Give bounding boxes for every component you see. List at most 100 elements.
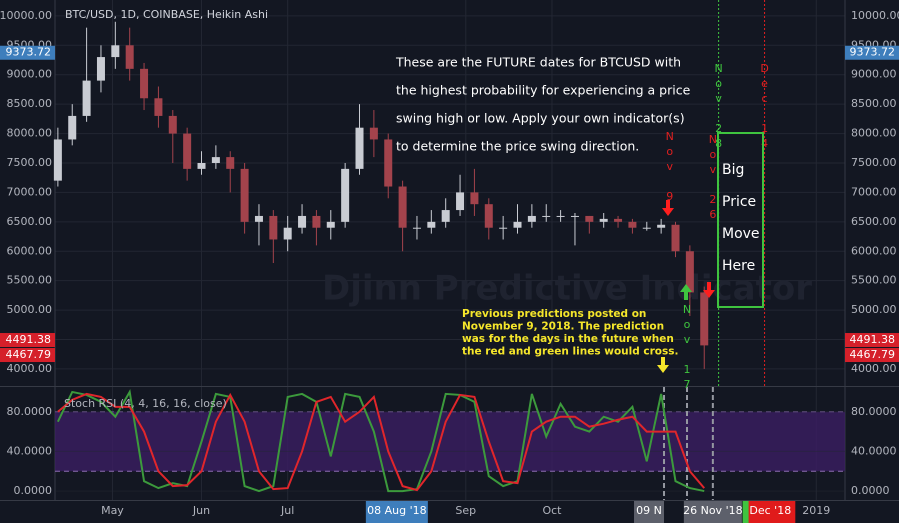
y-tick-label: 9000.00 [851,68,897,81]
candle-body [168,115,177,134]
y-tick-label: 80.0000 [851,405,897,418]
candle-body [341,168,350,222]
x-tick-label: Jun [192,504,210,517]
price-tag-label: 4491.38 [6,333,52,346]
y-tick-label: 0.0000 [14,484,53,497]
candle-body [685,251,694,293]
time-marker-label: Dec '18 [749,504,791,517]
candle-body [312,215,321,228]
candle-body [111,45,120,58]
y-tick-label: 4000.00 [7,362,53,375]
note: the highest probability for experiencing… [396,83,691,98]
box-note: Big [722,162,744,178]
candle-body [398,186,407,228]
y-tick-label: 0.0000 [851,484,890,497]
box-note: Move [722,226,760,242]
candle-body [700,292,709,346]
chart-title: BTC/USD, 1D, COINBASE, Heikin Ashi [65,8,268,21]
time-marker [365,501,428,523]
candle-body [628,221,637,228]
price-tag-label: 4491.38 [850,333,896,346]
time-marker-label: 26 Nov '18 [683,504,742,517]
indicator-title: Stoch RSI (4, 4, 16, 16, close) [64,397,227,410]
time-marker-label: 09 N [636,504,662,517]
candle-body [484,204,493,228]
previous-note: November 9, 2018. The prediction [462,321,664,333]
y-tick-label: 10000.00 [851,9,899,22]
candle-body [499,227,508,229]
price-tag [845,348,899,363]
up-arrow [680,284,692,300]
time-marker-sliver [742,501,749,523]
band [55,411,845,472]
y-tick-label: 6000.00 [7,244,53,257]
candle-body [542,215,551,217]
y-tick-label: 9000.00 [7,68,53,81]
y-tick-label: 7000.00 [851,185,897,198]
price-tag-label: 9373.72 [850,46,896,59]
y-tick-label: 8000.00 [851,127,897,140]
candle-body [441,210,450,222]
y-tick-label: 8000.00 [7,127,53,140]
date-label: Nov 26 [706,133,719,223]
time-marker [683,501,742,523]
y-tick-label: 5000.00 [851,303,897,316]
previous-note: Previous predictions posted on [462,308,646,320]
candle-body [369,127,378,140]
y-tick-label: 40.0000 [851,444,897,457]
previous-note: was for the days in the future when [462,333,674,345]
candle-body [283,227,292,240]
candle-body [326,221,335,228]
y-tick-label: 7000.00 [7,185,53,198]
candle-body [470,192,479,205]
candle-body [197,162,206,169]
price-tag [0,333,55,348]
down-arrow [662,200,674,216]
candle-body [211,157,220,163]
candle-body [657,224,666,228]
price-tag [845,45,899,60]
time-marker-label: 08 Aug '18 [367,504,427,517]
candle-body [570,215,579,217]
candle-body [154,98,163,116]
candle-body [427,221,436,228]
x-tick-label: May [101,504,124,517]
candle-body [125,45,134,69]
candle-body [456,192,465,211]
candle-body [384,139,393,187]
candle-body [82,80,91,116]
candle-body [140,68,149,99]
prediction-box [717,132,764,308]
y-tick-label: 4000.00 [851,362,897,375]
y-tick-label: 5500.00 [851,274,897,287]
date-label: Nov 17 [681,303,694,393]
candle-body [68,115,77,140]
date-label: Nov 28 [712,62,725,152]
price-tag-label: 9373.72 [6,46,52,59]
y-tick-label: 8500.00 [7,97,53,110]
previous-note: the red and green lines would cross. [462,346,679,358]
price-tag-label: 4467.79 [6,348,52,361]
price-tag-label: 4467.79 [850,348,896,361]
candle-body [642,227,651,229]
candle-body [96,57,105,81]
x-tick-label: Sep [455,504,476,517]
box-note: Price [722,194,756,210]
candle-body [412,227,421,229]
watermark: Djinn Predictive Indicator [322,269,812,309]
candle-body [556,215,565,217]
price-tag [0,45,55,60]
candle-body [599,218,608,222]
candle-body [183,133,192,169]
y-tick-label: 7500.00 [7,156,53,169]
candle-body [53,139,62,181]
note: to determine the price swing direction. [396,139,639,154]
y-tick-label: 40.0000 [7,444,53,457]
x-tick-label: 2019 [802,504,830,517]
y-tick-label: 8500.00 [851,97,897,110]
time-marker [745,501,796,523]
candle-body [240,168,249,222]
y-tick-label: 5500.00 [7,274,53,287]
